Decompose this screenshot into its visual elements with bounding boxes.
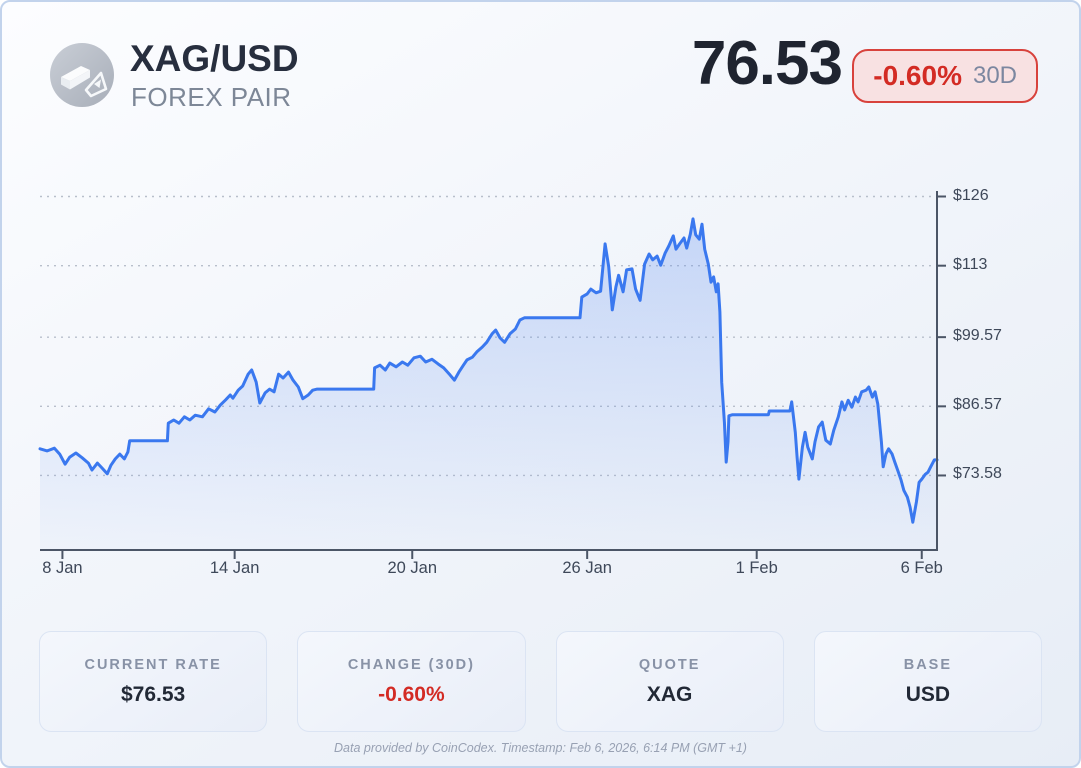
y-axis-label: $99.57 (953, 327, 1002, 345)
chart-svg (38, 191, 946, 559)
stat-label: CURRENT RATE (84, 656, 222, 673)
y-axis-label: $126 (953, 186, 989, 204)
change-badge: -0.60% 30D (852, 49, 1038, 103)
stat-label: CHANGE (30D) (347, 656, 475, 673)
stat-value: XAG (646, 682, 693, 706)
pair-subtitle: FOREX PAIR (131, 82, 292, 112)
y-axis-label: $113 (953, 255, 988, 273)
stat-card-change: CHANGE (30D) -0.60% (297, 631, 526, 732)
x-axis-label: 26 Jan (562, 559, 612, 577)
stat-value: -0.60% (378, 682, 445, 706)
x-axis-label: 1 Feb (735, 559, 778, 577)
stat-value: USD (905, 682, 951, 706)
axis-ticks (61, 195, 946, 559)
stat-card-current-rate: CURRENT RATE $76.53 (39, 631, 268, 732)
footer-note: Data provided by CoinCodex. Timestamp: F… (334, 741, 747, 755)
x-axis-label: 8 Jan (42, 559, 83, 577)
stat-label: QUOTE (638, 656, 701, 673)
price-line (38, 217, 939, 524)
stat-value: $76.53 (121, 682, 186, 706)
change-period: 30D (972, 62, 1017, 89)
current-price: 76.53 (691, 29, 843, 98)
x-axis-label: 14 Jan (209, 559, 260, 577)
stat-label: BASE (903, 656, 953, 673)
stats-row: CURRENT RATE $76.53 CHANGE (30D) -0.60% … (39, 631, 1042, 732)
pair-title: XAG/USD (130, 38, 299, 79)
y-axis-label: $73.58 (953, 465, 1002, 483)
price-area (40, 218, 937, 550)
price-chart[interactable]: $126 $113 $99.57 $86.57 $73.58 8 Jan 14 Jan 20… (38, 186, 1060, 597)
y-axis-label: $86.57 (953, 396, 1002, 414)
change-percent: -0.60% (873, 60, 962, 91)
stat-card-base: BASE USD (813, 631, 1042, 732)
silver-bars-icon (50, 43, 114, 107)
x-axis-label: 6 Feb (900, 559, 943, 577)
stat-card-quote: QUOTE XAG (555, 631, 784, 732)
x-axis-label: 20 Jan (387, 559, 438, 577)
